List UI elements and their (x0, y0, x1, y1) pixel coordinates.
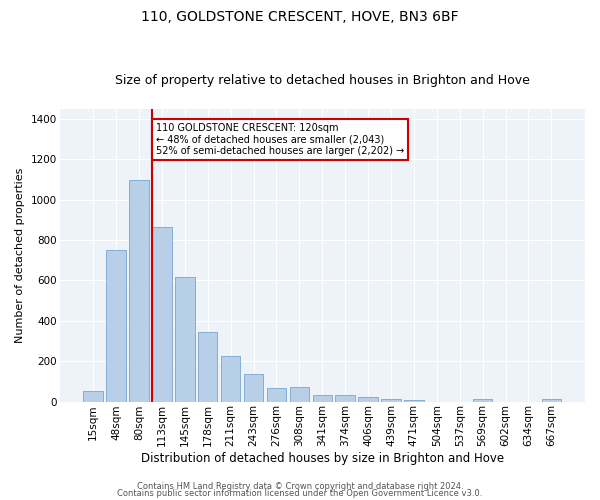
Text: 110 GOLDSTONE CRESCENT: 120sqm
← 48% of detached houses are smaller (2,043)
52% : 110 GOLDSTONE CRESCENT: 120sqm ← 48% of … (156, 123, 404, 156)
Bar (335, 396, 355, 402)
Text: 110, GOLDSTONE CRESCENT, HOVE, BN3 6BF: 110, GOLDSTONE CRESCENT, HOVE, BN3 6BF (141, 10, 459, 24)
Bar (221, 356, 241, 402)
Bar (129, 180, 149, 402)
X-axis label: Distribution of detached houses by size in Brighton and Hove: Distribution of detached houses by size … (141, 452, 504, 465)
Bar (542, 398, 561, 402)
Bar (152, 227, 172, 402)
Text: Contains HM Land Registry data © Crown copyright and database right 2024.: Contains HM Land Registry data © Crown c… (137, 482, 463, 491)
Bar (313, 396, 332, 402)
Bar (175, 278, 194, 402)
Bar (404, 400, 424, 402)
Bar (267, 388, 286, 402)
Bar (290, 388, 309, 402)
Bar (358, 397, 378, 402)
Text: Contains public sector information licensed under the Open Government Licence v3: Contains public sector information licen… (118, 489, 482, 498)
Bar (381, 398, 401, 402)
Bar (106, 250, 126, 402)
Y-axis label: Number of detached properties: Number of detached properties (15, 168, 25, 343)
Bar (244, 374, 263, 402)
Bar (83, 392, 103, 402)
Title: Size of property relative to detached houses in Brighton and Hove: Size of property relative to detached ho… (115, 74, 530, 87)
Bar (198, 332, 217, 402)
Bar (473, 398, 493, 402)
